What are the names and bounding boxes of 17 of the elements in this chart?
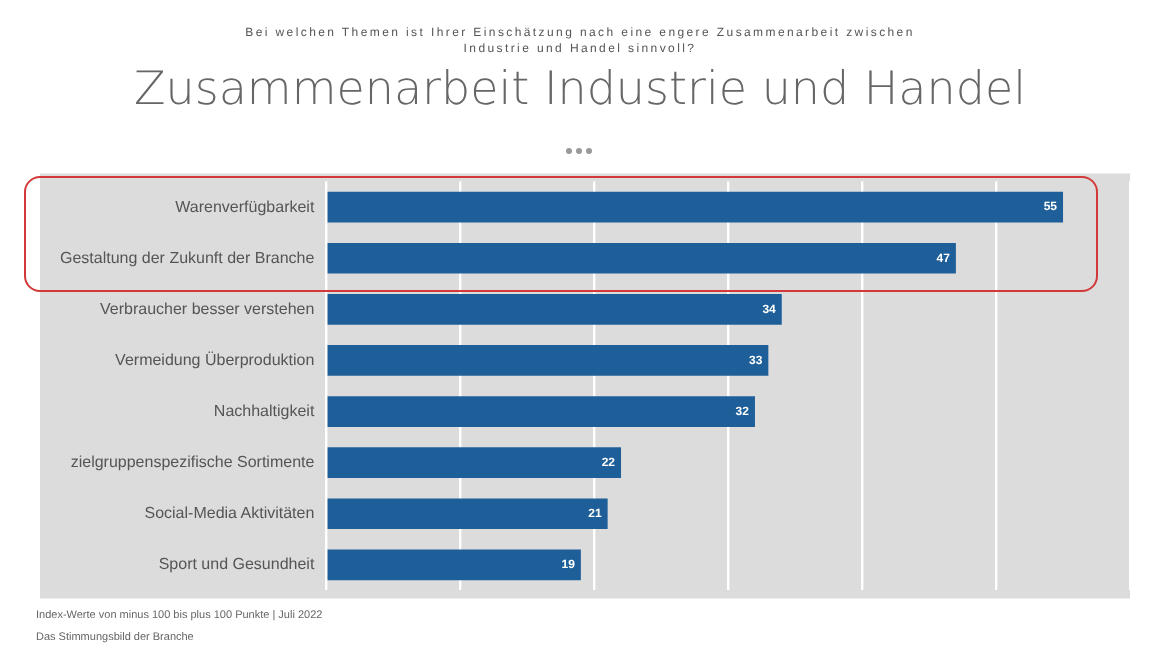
y-tick-label: Nachhaltigkeit [213,401,316,420]
bar [327,242,956,274]
y-tick-label: Social-Media Aktivitäten [144,504,315,523]
bar [327,396,755,427]
y-tick-label: Warenverfügbarkeit [175,197,316,216]
y-tick-label: Verbraucher besser verstehen [100,299,315,318]
y-tick-label: Vermeidung Überproduktion [115,350,315,369]
bar [327,294,782,325]
chart-title: Zusammenarbeit Industrie und Handel [132,64,1028,116]
y-tick-label: Gestaltung der Zukunft der Branche [59,248,316,267]
y-tick-label: Sport und Gesundheit [158,555,316,574]
bar [327,447,622,478]
bar [327,191,1064,223]
bar [327,345,769,376]
y-tick-label: zielgruppenspezifische Sortimente [70,453,316,472]
bar [327,498,608,530]
bar [327,549,581,581]
